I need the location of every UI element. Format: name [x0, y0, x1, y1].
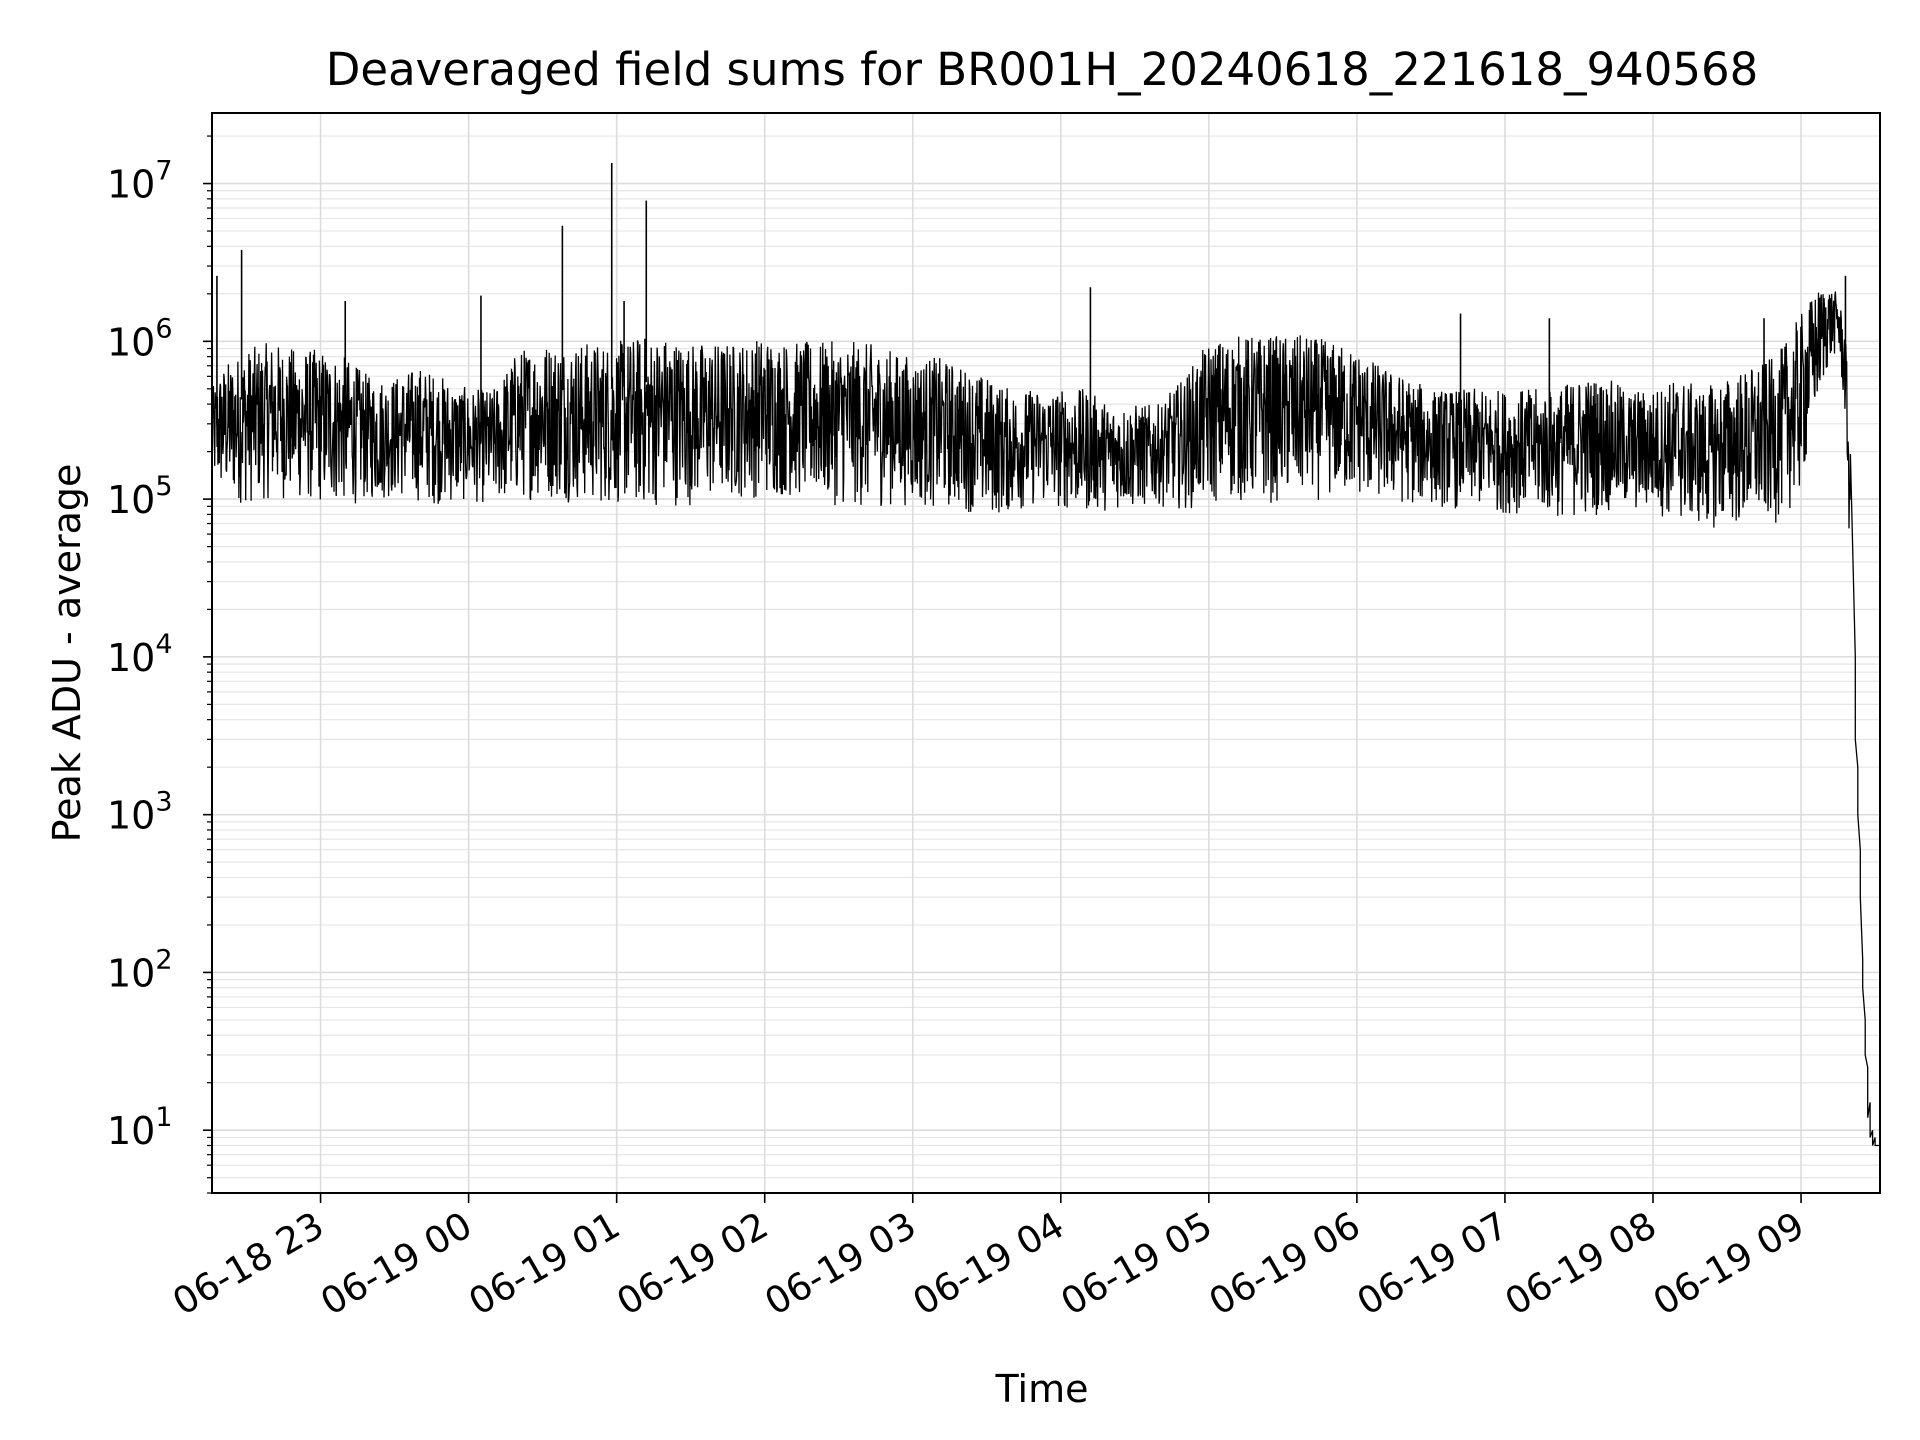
y-axis-label: Peak ADU - average	[45, 464, 89, 843]
y-tick-label: 102	[107, 944, 173, 995]
y-tick-label: 103	[107, 787, 173, 838]
chart-title: Deaveraged field sums for BR001H_2024061…	[326, 43, 1759, 96]
x-axis-label: Time	[995, 1367, 1089, 1411]
y-tick-label: 106	[107, 313, 173, 364]
y-tick-label: 104	[107, 629, 173, 680]
y-tick-label: 107	[107, 156, 173, 207]
axes-frame	[211, 112, 1881, 1194]
y-tick-label: 105	[107, 471, 173, 522]
series-line	[211, 291, 1880, 1147]
y-tick-label: 101	[107, 1102, 173, 1153]
